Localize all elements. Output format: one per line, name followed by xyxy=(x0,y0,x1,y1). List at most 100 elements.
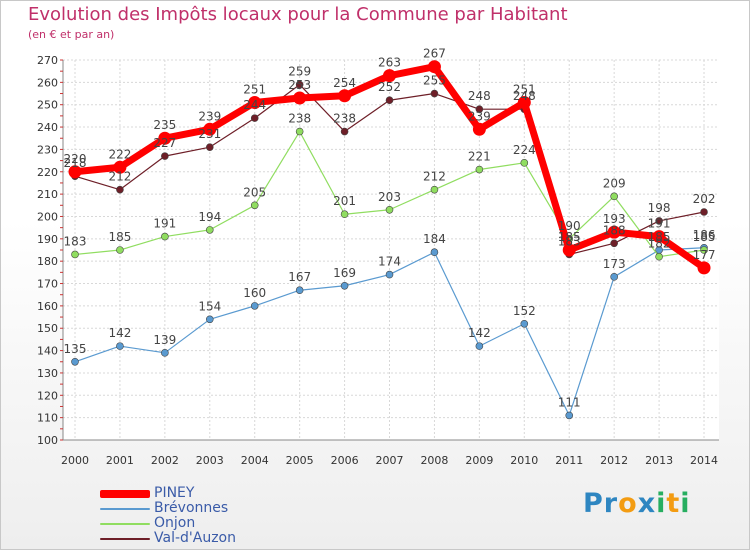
data-point-br-vonnes xyxy=(430,248,439,257)
data-point-br-vonnes xyxy=(565,411,574,420)
data-point-piney xyxy=(68,165,82,179)
data-label-val-d-auzon: 202 xyxy=(693,192,716,206)
data-point-onjon xyxy=(385,205,394,214)
data-label-br-vonnes: 152 xyxy=(513,304,536,318)
legend-swatch-onjon xyxy=(100,522,150,525)
data-point-piney xyxy=(383,69,397,83)
legend-item-piney[interactable]: PINEY xyxy=(100,486,236,501)
plot-area xyxy=(63,60,719,440)
data-label-val-d-auzon: 198 xyxy=(648,201,671,215)
legend: PINEY Brévonnes Onjon Val-d'Auzon xyxy=(100,486,236,546)
data-point-val-d-auzon xyxy=(700,208,708,216)
data-point-onjon xyxy=(610,192,618,201)
data-point-onjon xyxy=(520,159,529,167)
data-point-onjon xyxy=(700,246,708,254)
data-point-onjon xyxy=(340,210,349,219)
x-tick-label: 2010 xyxy=(510,454,538,467)
data-label-piney: 251 xyxy=(513,82,536,96)
data-point-piney xyxy=(293,91,307,105)
data-point-br-vonnes xyxy=(161,349,169,357)
data-label-onjon: 190 xyxy=(558,219,581,233)
data-point-val-d-auzon xyxy=(430,89,439,98)
data-label-onjon: 238 xyxy=(288,112,311,126)
data-label-onjon: 205 xyxy=(243,185,266,199)
data-point-piney xyxy=(652,230,666,244)
data-label-onjon: 221 xyxy=(468,150,491,164)
data-point-piney xyxy=(113,160,127,174)
data-label-val-d-auzon: 238 xyxy=(333,112,356,126)
data-label-val-d-auzon: 188 xyxy=(603,223,626,237)
data-point-onjon xyxy=(161,232,169,241)
data-point-onjon xyxy=(71,250,79,259)
data-label-onjon: 185 xyxy=(693,230,716,244)
data-label-piney: 193 xyxy=(603,212,626,226)
x-tick-label: 2007 xyxy=(376,454,404,467)
data-point-val-d-auzon xyxy=(385,96,394,105)
data-point-val-d-auzon xyxy=(655,217,663,225)
data-label-br-vonnes: 154 xyxy=(198,299,221,313)
data-label-val-d-auzon: 212 xyxy=(108,170,131,184)
data-label-br-vonnes: 185 xyxy=(648,230,671,244)
data-point-br-vonnes xyxy=(205,315,214,324)
data-point-piney xyxy=(158,131,172,145)
legend-item-brevonnes[interactable]: Brévonnes xyxy=(100,501,236,516)
data-point-val-d-auzon xyxy=(161,152,169,160)
data-label-br-vonnes: 139 xyxy=(153,333,176,347)
x-tick-label: 2012 xyxy=(600,454,628,467)
data-label-val-d-auzon: 183 xyxy=(558,234,581,248)
data-label-br-vonnes: 142 xyxy=(468,326,491,340)
x-tick-label: 2006 xyxy=(331,454,359,467)
data-label-onjon: 224 xyxy=(513,143,536,157)
logo-letter: x xyxy=(637,488,657,519)
data-point-br-vonnes xyxy=(71,357,79,366)
data-point-val-d-auzon xyxy=(340,127,349,136)
x-tick-label: 2005 xyxy=(286,454,314,467)
logo-letter: o xyxy=(618,488,638,519)
legend-item-val-d-auzon[interactable]: Val-d'Auzon xyxy=(100,531,236,546)
data-point-val-d-auzon xyxy=(475,105,484,113)
data-label-piney: 254 xyxy=(333,76,356,90)
data-label-onjon: 203 xyxy=(378,190,401,204)
legend-swatch-val-d-auzon xyxy=(100,537,150,540)
data-point-val-d-auzon xyxy=(205,143,214,151)
data-point-piney xyxy=(697,261,711,275)
data-label-br-vonnes: 186 xyxy=(693,228,716,242)
data-label-piney: 251 xyxy=(243,82,266,96)
legend-label-onjon: Onjon xyxy=(154,515,196,531)
y-tick-label: 250 xyxy=(37,99,58,112)
data-label-val-d-auzon: 231 xyxy=(198,127,221,141)
data-label-onjon: 185 xyxy=(108,230,131,244)
proxiti-logo[interactable]: Proxiti xyxy=(583,488,691,519)
y-tick-label: 110 xyxy=(37,412,58,425)
x-tick-label: 2000 xyxy=(61,454,89,467)
data-label-val-d-auzon: 248 xyxy=(513,89,536,103)
x-tick-label: 2008 xyxy=(420,454,448,467)
data-label-onjon: 201 xyxy=(333,194,356,208)
y-tick-label: 230 xyxy=(37,143,58,156)
data-label-piney: 185 xyxy=(558,230,581,244)
data-point-br-vonnes xyxy=(475,342,484,350)
data-label-val-d-auzon: 244 xyxy=(243,98,266,112)
data-point-val-d-auzon xyxy=(250,114,259,122)
data-label-val-d-auzon: 252 xyxy=(378,80,401,94)
data-point-br-vonnes xyxy=(295,286,304,295)
y-tick-label: 160 xyxy=(37,300,58,313)
x-tick-label: 2001 xyxy=(106,454,134,467)
x-tick-label: 2013 xyxy=(645,454,673,467)
y-tick-label: 140 xyxy=(37,345,58,358)
data-point-br-vonnes xyxy=(116,342,124,350)
data-label-onjon: 183 xyxy=(64,234,87,248)
data-label-onjon: 212 xyxy=(423,170,446,184)
legend-label-brevonnes: Brévonnes xyxy=(154,500,229,516)
data-point-onjon xyxy=(430,185,439,194)
x-tick-label: 2009 xyxy=(465,454,493,467)
data-label-br-vonnes: 135 xyxy=(64,342,87,356)
data-point-piney xyxy=(562,243,576,257)
data-point-onjon xyxy=(250,201,259,210)
data-label-val-d-auzon: 218 xyxy=(64,156,87,170)
data-label-piney: 253 xyxy=(288,78,311,92)
y-tick-label: 200 xyxy=(37,210,58,223)
legend-item-onjon[interactable]: Onjon xyxy=(100,516,236,531)
y-tick-label: 220 xyxy=(37,166,58,179)
